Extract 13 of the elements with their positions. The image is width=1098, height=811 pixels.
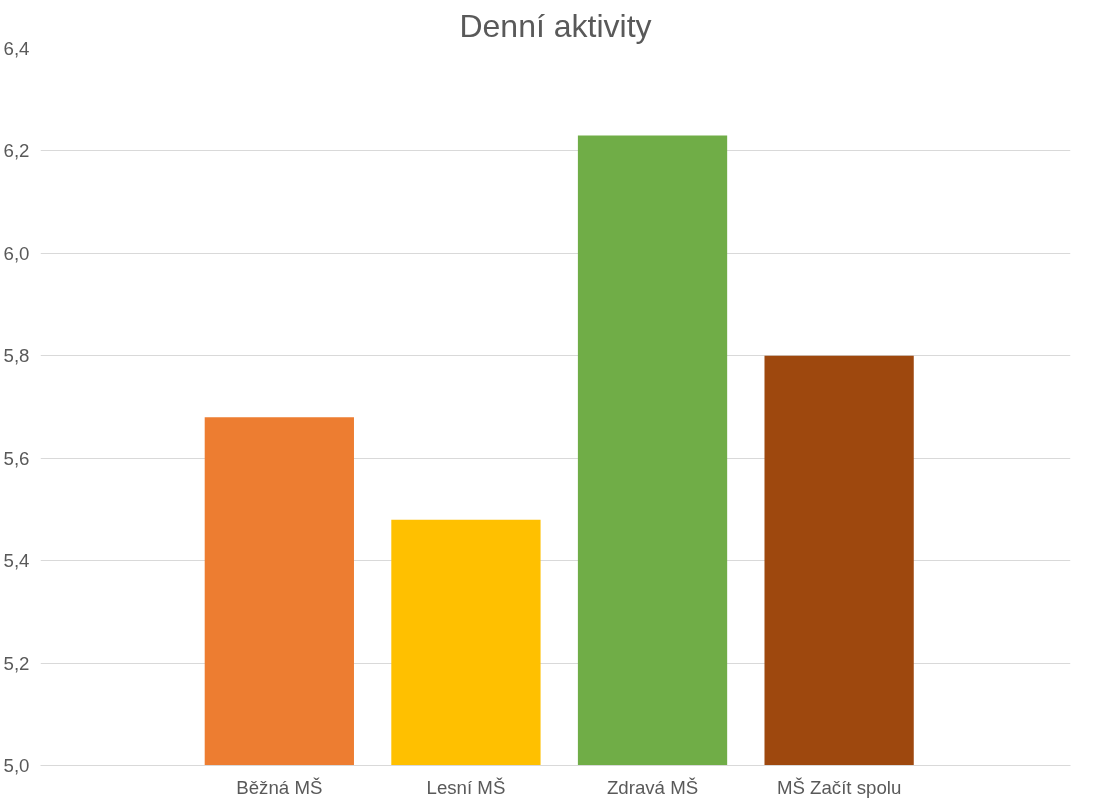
x-tick-label: Běžná MŠ [236, 776, 323, 798]
y-tick-label: 5,4 [3, 550, 30, 572]
y-tick-label: 5,2 [3, 652, 30, 674]
y-tick-label: 6,0 [3, 242, 30, 264]
chart-title: Denní aktivity [459, 7, 652, 44]
y-tick-label: 5,6 [3, 447, 30, 469]
y-tick-label: 5,8 [3, 345, 30, 367]
x-tick-label: MŠ Začít spolu [776, 776, 902, 798]
x-tick-label: Zdravá MŠ [606, 776, 699, 798]
y-tick-label: 6,4 [3, 38, 30, 59]
y-tick-label: 5,0 [3, 755, 30, 776]
y-tick-label: 6,2 [3, 140, 30, 162]
x-tick-label: Lesní MŠ [426, 776, 506, 798]
